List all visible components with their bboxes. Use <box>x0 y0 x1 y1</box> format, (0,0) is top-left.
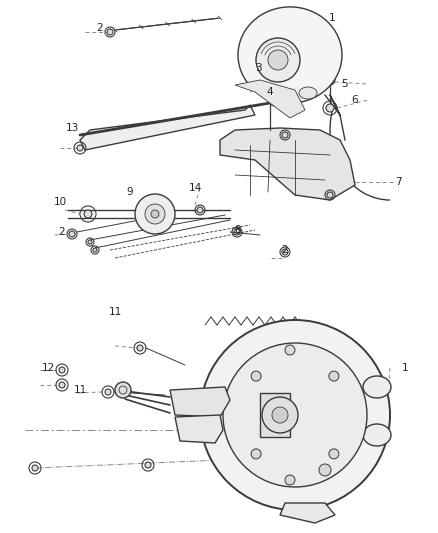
Polygon shape <box>80 105 255 150</box>
Circle shape <box>234 229 240 235</box>
Text: 9: 9 <box>127 187 133 197</box>
Circle shape <box>59 382 65 388</box>
Text: 8: 8 <box>235 225 241 235</box>
Circle shape <box>59 367 65 373</box>
Circle shape <box>93 248 97 252</box>
Text: 13: 13 <box>65 123 79 133</box>
Circle shape <box>282 132 288 138</box>
Circle shape <box>251 371 261 381</box>
Circle shape <box>268 50 288 70</box>
Polygon shape <box>175 415 223 443</box>
Text: 3: 3 <box>254 63 261 73</box>
Text: 5: 5 <box>342 79 348 89</box>
Ellipse shape <box>238 7 342 103</box>
Circle shape <box>267 89 273 95</box>
Polygon shape <box>260 393 290 437</box>
Circle shape <box>272 407 288 423</box>
Circle shape <box>327 77 333 83</box>
Text: 2: 2 <box>97 23 103 33</box>
Circle shape <box>329 371 339 381</box>
Ellipse shape <box>299 87 317 99</box>
Text: 14: 14 <box>188 183 201 193</box>
Circle shape <box>145 204 165 224</box>
Circle shape <box>251 449 261 459</box>
Text: 2: 2 <box>282 245 288 255</box>
Circle shape <box>151 210 159 218</box>
Text: 11: 11 <box>74 385 87 395</box>
Text: 7: 7 <box>395 177 401 187</box>
Text: 6: 6 <box>352 95 358 105</box>
Text: 11: 11 <box>108 307 122 317</box>
Circle shape <box>197 207 203 213</box>
Circle shape <box>135 194 175 234</box>
Circle shape <box>282 249 288 255</box>
Circle shape <box>262 397 298 433</box>
Circle shape <box>272 97 278 103</box>
Text: 1: 1 <box>328 13 336 23</box>
Circle shape <box>326 104 334 112</box>
Text: 10: 10 <box>53 197 67 207</box>
Circle shape <box>77 145 83 151</box>
Polygon shape <box>170 387 230 417</box>
Circle shape <box>327 192 333 198</box>
Circle shape <box>115 382 131 398</box>
Circle shape <box>285 475 295 485</box>
Circle shape <box>256 38 300 82</box>
Polygon shape <box>235 80 305 118</box>
Polygon shape <box>280 503 335 523</box>
Circle shape <box>137 345 143 351</box>
Circle shape <box>329 449 339 459</box>
Circle shape <box>265 455 271 461</box>
Circle shape <box>200 320 390 510</box>
Text: 2: 2 <box>59 227 65 237</box>
Text: 12: 12 <box>41 363 55 373</box>
Circle shape <box>285 345 295 355</box>
Circle shape <box>32 465 38 471</box>
Circle shape <box>105 389 111 395</box>
Circle shape <box>107 29 113 35</box>
Polygon shape <box>220 128 355 200</box>
Ellipse shape <box>363 376 391 398</box>
Circle shape <box>319 464 331 476</box>
Circle shape <box>223 343 367 487</box>
Circle shape <box>69 231 75 237</box>
Circle shape <box>88 240 92 244</box>
Text: 4: 4 <box>267 87 273 97</box>
Circle shape <box>84 210 92 218</box>
Circle shape <box>145 462 151 468</box>
Text: 1: 1 <box>402 363 408 373</box>
Ellipse shape <box>363 424 391 446</box>
